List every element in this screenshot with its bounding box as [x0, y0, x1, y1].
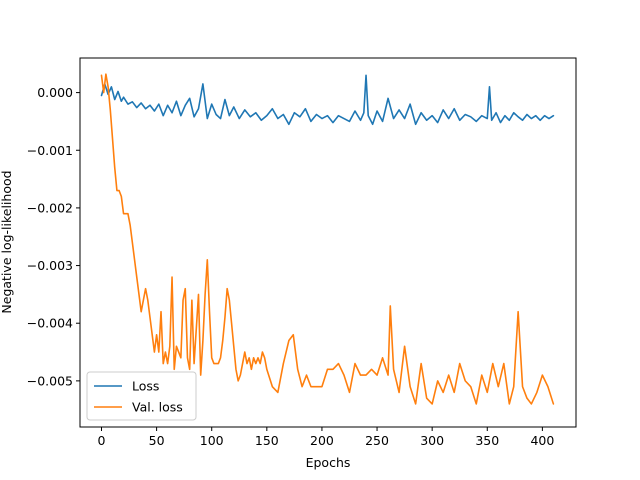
y-tick-label: −0.001 — [27, 143, 73, 158]
x-axis-ticks: 0 50 100 150 200 250 300 350 400 — [98, 427, 554, 448]
y-tick-label: −0.003 — [27, 258, 73, 273]
series-line-loss — [100, 74, 555, 126]
y-tick-label: −0.004 — [27, 316, 73, 331]
y-axis-label: Negative log-likelihood — [0, 170, 14, 313]
plot-series-group — [100, 73, 555, 405]
legend-label-val-loss: Val. loss — [132, 400, 183, 415]
x-tick-label: 200 — [310, 433, 334, 448]
y-axis-ticks: 0.000 −0.001 −0.002 −0.003 −0.004 −0.005 — [27, 85, 80, 388]
legend-box — [86, 371, 197, 421]
x-tick-label: 150 — [255, 433, 279, 448]
y-tick-label: −0.002 — [27, 200, 73, 215]
x-tick-label: 250 — [365, 433, 389, 448]
x-tick-label: 50 — [149, 433, 165, 448]
x-tick-label: 350 — [475, 433, 499, 448]
y-tick-label: 0.000 — [37, 85, 73, 100]
series-line-val-loss — [100, 73, 555, 405]
legend: Loss Val. loss — [86, 371, 197, 421]
y-tick-label: −0.005 — [27, 373, 73, 388]
x-tick-label: 0 — [98, 433, 106, 448]
legend-label-loss: Loss — [132, 379, 159, 394]
x-tick-label: 400 — [530, 433, 554, 448]
x-axis-label: Epochs — [306, 455, 351, 470]
x-tick-label: 300 — [420, 433, 444, 448]
axes-frame — [79, 57, 577, 428]
x-tick-label: 100 — [200, 433, 224, 448]
